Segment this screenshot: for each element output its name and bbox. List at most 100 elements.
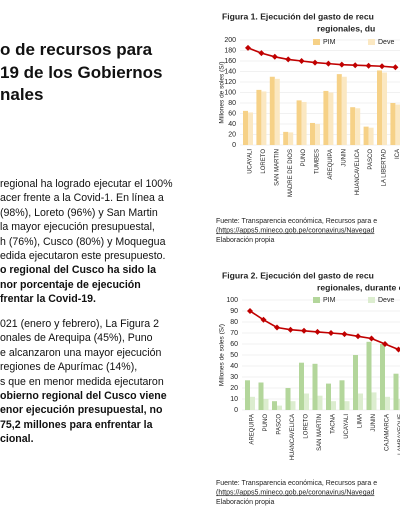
paragraph-line: regiones de Apurímac (14%), bbox=[0, 361, 138, 374]
line-marker bbox=[392, 64, 399, 71]
legend-label: PIM bbox=[323, 39, 336, 46]
x-tick-label: ICA bbox=[395, 149, 400, 159]
bar bbox=[277, 405, 282, 410]
document-text: o de recursos para 19 de los Gobiernos nal… bbox=[0, 40, 173, 446]
x-tick-label: PASCO bbox=[368, 149, 374, 170]
line-marker bbox=[341, 331, 348, 338]
bar bbox=[366, 341, 372, 410]
chart-title: regionales, du bbox=[317, 23, 375, 33]
bar bbox=[256, 89, 262, 145]
x-tick-label: LORETO bbox=[261, 149, 267, 174]
bar bbox=[323, 90, 329, 145]
line-marker bbox=[245, 44, 251, 51]
x-tick-label: UCAYALI bbox=[344, 414, 350, 439]
x-tick-label: SAN MARTIN bbox=[317, 414, 323, 451]
paragraph-line: onales de Arequipa (45%), Puno bbox=[0, 332, 153, 345]
paragraph-line: frentar la Covid-19. bbox=[0, 293, 96, 306]
y-tick-label: 10 bbox=[230, 396, 238, 403]
bar bbox=[288, 132, 294, 145]
bar bbox=[341, 76, 347, 145]
bar bbox=[358, 393, 363, 410]
heading-line: 19 de los Gobiernos bbox=[0, 62, 163, 82]
bar bbox=[304, 393, 309, 410]
paragraph-line: acer frente a la Covid-1. En línea a bbox=[0, 192, 164, 205]
paragraph-line: edida ejecutaron este presupuesto. bbox=[0, 250, 166, 262]
line-marker bbox=[312, 59, 318, 66]
x-tick-label: PASCO bbox=[277, 414, 283, 435]
source-note: Elaboración propia bbox=[216, 237, 274, 244]
bar bbox=[310, 122, 315, 145]
paragraph-line: cional. bbox=[0, 433, 34, 446]
bar bbox=[290, 401, 296, 410]
y-tick-label: 160 bbox=[224, 58, 236, 65]
bar bbox=[312, 363, 318, 410]
source-note: (https://apps5.mineco.gob.pe/coronavirus… bbox=[216, 489, 374, 496]
paragraph-line: h (76%), Cusco (80%) y Moquegua bbox=[0, 235, 166, 248]
paragraph-line: e alcanzaron una mayor ejecución bbox=[0, 346, 162, 359]
y-axis-label: Millones de soles (S/) bbox=[219, 61, 226, 123]
x-tick-label: LIMA bbox=[358, 414, 364, 428]
x-tick-label: CAJAMARCA bbox=[385, 414, 391, 451]
y-tick-label: 100 bbox=[226, 297, 238, 304]
y-tick-label: 100 bbox=[224, 89, 236, 96]
chart-title: regionales, durante el a bbox=[317, 282, 400, 292]
y-tick-label: 40 bbox=[230, 363, 238, 370]
line-marker bbox=[395, 346, 400, 353]
bar bbox=[272, 401, 277, 410]
bar bbox=[395, 104, 400, 145]
x-tick-label: TUMBES bbox=[315, 149, 321, 174]
x-tick-label: HUANCAVELICA bbox=[290, 414, 296, 460]
paragraph-line: nor porcentaje de ejecución bbox=[0, 278, 141, 291]
line-marker bbox=[301, 327, 307, 334]
bar bbox=[248, 112, 253, 145]
bar bbox=[344, 401, 350, 410]
source-note: Elaboración propia bbox=[216, 499, 274, 506]
bar bbox=[393, 373, 399, 410]
y-tick-label: 20 bbox=[230, 385, 238, 392]
x-tick-label: HUANCAVELICA bbox=[355, 149, 361, 195]
paragraph-line: (98%), Loreto (96%) y San Martin bbox=[0, 206, 158, 219]
legend-swatch bbox=[368, 297, 375, 303]
heading-line: o de recursos para bbox=[0, 40, 153, 59]
legend-swatch bbox=[313, 39, 320, 45]
bar bbox=[261, 91, 267, 145]
y-tick-label: 70 bbox=[230, 330, 238, 337]
x-tick-label: LORETO bbox=[304, 414, 310, 439]
line-marker bbox=[314, 328, 321, 335]
line-marker bbox=[355, 333, 361, 340]
x-tick-label: MADRE DE DIOS bbox=[288, 149, 294, 197]
bar bbox=[350, 107, 356, 145]
line-marker bbox=[285, 56, 292, 63]
bar bbox=[331, 401, 336, 410]
bar bbox=[385, 396, 390, 410]
line-marker bbox=[368, 335, 375, 342]
bar bbox=[371, 392, 377, 410]
y-tick-label: 30 bbox=[230, 374, 238, 381]
bar bbox=[250, 396, 255, 410]
bar bbox=[377, 70, 382, 145]
chart-title: Figura 2. Ejecución del gasto de recu bbox=[222, 270, 374, 280]
bar bbox=[317, 395, 323, 410]
x-tick-label: SAN MARTIN bbox=[274, 149, 280, 186]
x-tick-label: UCAYALI bbox=[248, 149, 254, 174]
x-tick-label: AREQUIPA bbox=[250, 414, 256, 445]
x-tick-label: LAMBAYEQUE bbox=[398, 414, 400, 455]
bar bbox=[283, 131, 289, 145]
legend-label: Deve bbox=[378, 297, 394, 304]
line-marker bbox=[298, 58, 305, 64]
chart-title: Figura 1. Ejecución del gasto de recu bbox=[222, 11, 374, 21]
paragraph-line: regional ha logrado ejecutar el 100% bbox=[0, 178, 173, 190]
line-marker bbox=[352, 62, 359, 69]
line-marker bbox=[258, 50, 265, 57]
bar bbox=[353, 355, 358, 410]
y-tick-label: 90 bbox=[230, 308, 238, 315]
x-tick-label: PUNO bbox=[301, 149, 307, 167]
x-tick-label: PUNO bbox=[263, 414, 269, 432]
x-tick-label: LA LIBERTAD bbox=[382, 148, 388, 186]
bar bbox=[390, 103, 396, 145]
legend-swatch bbox=[368, 39, 375, 45]
line-marker bbox=[247, 308, 253, 314]
bar bbox=[263, 399, 269, 410]
